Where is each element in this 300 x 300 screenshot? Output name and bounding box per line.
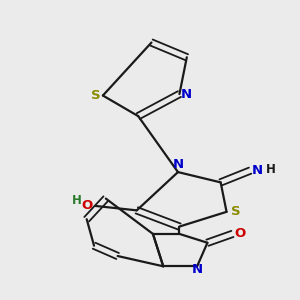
Text: H: H <box>266 163 276 176</box>
Text: S: S <box>91 89 100 102</box>
Text: N: N <box>191 263 203 276</box>
Text: O: O <box>81 200 93 212</box>
Text: H: H <box>71 194 81 207</box>
Text: O: O <box>234 227 245 240</box>
Text: S: S <box>231 205 240 218</box>
Text: N: N <box>172 158 184 171</box>
Text: N: N <box>180 88 191 100</box>
Text: N: N <box>252 164 263 177</box>
